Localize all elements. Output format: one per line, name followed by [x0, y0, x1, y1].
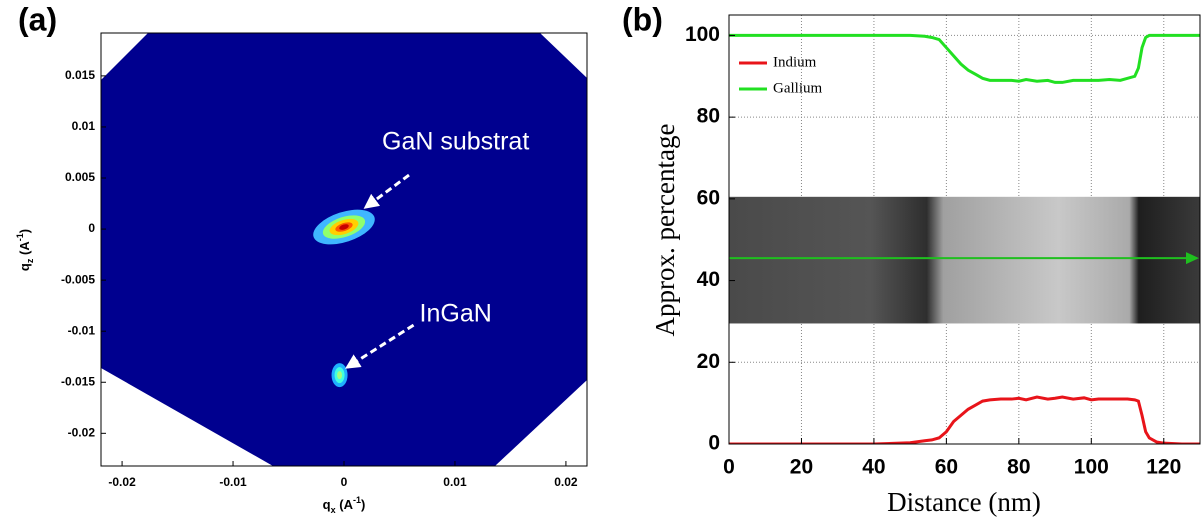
y-axis-label: Approx. percentage — [650, 124, 680, 337]
y-tick-label: 0.01 — [72, 119, 96, 133]
x-tick-label: 0 — [723, 456, 735, 479]
panel-label: (a) — [18, 1, 57, 37]
tem-image — [729, 196, 1200, 324]
y-tick-label: -0.015 — [61, 374, 95, 388]
series-line — [729, 33, 1200, 84]
label-part: ) — [361, 497, 365, 512]
y-axis-label: qz (A-1) — [15, 229, 35, 271]
label-part: x — [331, 505, 336, 515]
label-part: q — [323, 497, 331, 512]
x-tick-label: 120 — [1146, 456, 1181, 479]
annotation: GaN substrat — [382, 128, 529, 156]
x-axis-label: Distance (nm) — [887, 487, 1041, 517]
x-tick-label: 80 — [1007, 456, 1030, 479]
series-group — [729, 33, 1200, 444]
label-part: -1 — [353, 495, 361, 505]
x-tick-label: -0.01 — [219, 475, 247, 489]
x-tick-label: 100 — [1074, 456, 1109, 479]
label-part: q — [17, 263, 32, 271]
x-tick-label: 20 — [790, 456, 813, 479]
y-tick-label: -0.005 — [61, 272, 95, 286]
panel-label: (b) — [622, 1, 663, 37]
intensity-peak — [339, 224, 349, 230]
x-tick-label: 0 — [341, 475, 348, 489]
plot-frame — [728, 14, 1201, 445]
y-tick-label: 60 — [697, 186, 720, 209]
label-part: ) — [17, 229, 32, 233]
annotation-arrow — [345, 323, 415, 369]
y-tick-label: 0 — [708, 432, 720, 455]
label-part: z — [25, 258, 35, 263]
y-tick-label: 0 — [88, 221, 95, 235]
x-tick-label: 0.01 — [443, 475, 467, 489]
x-tick-label: -0.02 — [108, 475, 136, 489]
x-axis-label: qx (A-1) — [323, 495, 366, 515]
x-tick-label: 40 — [862, 456, 885, 479]
y-tick-label: 40 — [697, 268, 720, 291]
y-tick-label: 80 — [697, 105, 720, 128]
label-part: (A — [336, 497, 354, 512]
x-tick-label: 0.02 — [554, 475, 578, 489]
y-tick-label: 100 — [685, 23, 720, 46]
annotation-arrow — [363, 173, 410, 209]
intensity-peak — [337, 371, 343, 380]
y-tick-label: 20 — [697, 350, 720, 373]
annotation: InGaN — [420, 300, 492, 328]
profile-arrowhead — [1186, 252, 1199, 265]
legend-label: Gallium — [773, 80, 822, 96]
x-tick-label: 60 — [935, 456, 958, 479]
y-tick-label: -0.02 — [68, 425, 96, 439]
label-part: -1 — [15, 233, 25, 241]
series-line — [729, 395, 1200, 444]
y-tick-label: 0.015 — [65, 68, 95, 82]
y-tick-label: -0.01 — [68, 323, 96, 337]
legend-label: Indium — [773, 54, 817, 70]
detector-area — [101, 33, 587, 466]
y-tick-label: 0.005 — [65, 170, 95, 184]
label-part: (A — [17, 241, 32, 259]
